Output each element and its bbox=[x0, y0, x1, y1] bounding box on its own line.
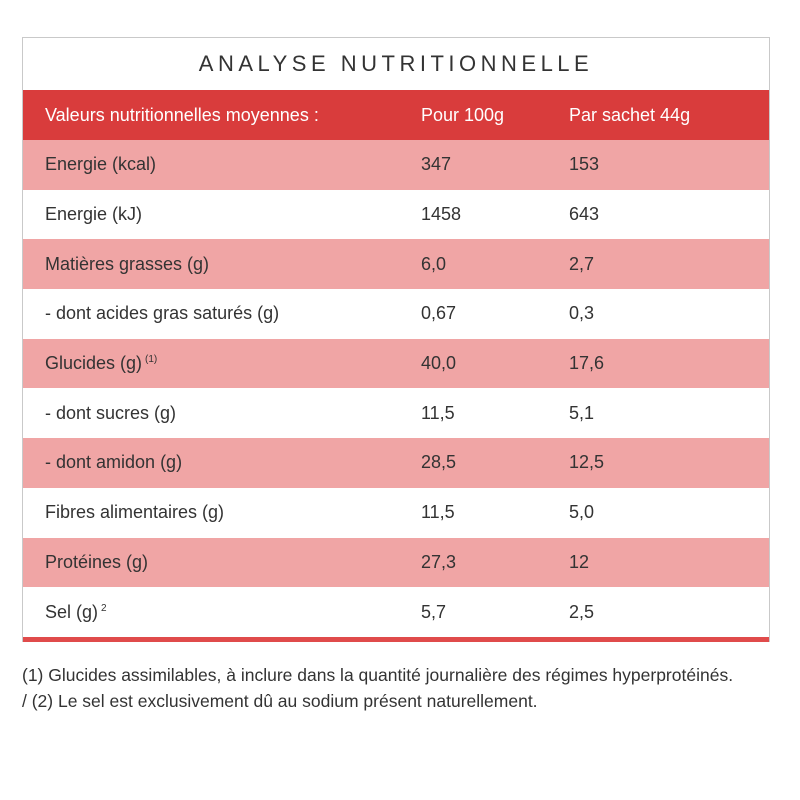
table-bottom-bar bbox=[23, 636, 769, 642]
value-per-sachet: 17,6 bbox=[569, 353, 605, 374]
table-row: Fibres alimentaires (g) 11,5 5,0 bbox=[23, 487, 769, 538]
value-per-sachet: 12 bbox=[569, 551, 590, 572]
nutrient-label-cell: Protéines (g) bbox=[23, 538, 421, 588]
table-row: Sel (g) 2 5,7 2,5 bbox=[23, 587, 769, 637]
value-per-100g: 11,5 bbox=[421, 502, 455, 523]
nutrient-label: - dont acides gras saturés (g) bbox=[45, 303, 280, 324]
value-per-100g: 6,0 bbox=[421, 253, 447, 274]
header-nutrient: Valeurs nutritionnelles moyennes : bbox=[45, 104, 319, 125]
value-per-sachet: 643 bbox=[569, 204, 600, 225]
nutrient-label: Matières grasses (g) bbox=[45, 253, 210, 274]
nutrient-label: Energie (kJ) bbox=[45, 204, 143, 225]
table-row: Energie (kJ) 1458 643 bbox=[23, 189, 769, 240]
header-per-100g: Pour 100g bbox=[421, 104, 505, 125]
value-per-sachet: 5,0 bbox=[569, 502, 595, 523]
nutrition-table: Valeurs nutritionnelles moyennes : Pour … bbox=[23, 90, 769, 637]
nutrient-label: Glucides (g) bbox=[45, 353, 143, 374]
table-row: - dont sucres (g) 11,5 5,1 bbox=[23, 388, 769, 439]
table-row: Protéines (g) 27,3 12 bbox=[23, 537, 769, 588]
value-per-100g: 347 bbox=[421, 154, 452, 175]
value-per-sachet: 5,1 bbox=[569, 402, 595, 423]
nutrient-label-cell: - dont acides gras saturés (g) bbox=[23, 289, 421, 339]
nutrient-label-cell: - dont sucres (g) bbox=[23, 388, 421, 438]
value-per-100g: 28,5 bbox=[421, 452, 457, 473]
nutrient-label-cell: Fibres alimentaires (g) bbox=[23, 488, 421, 538]
nutrient-label: - dont amidon (g) bbox=[45, 452, 183, 473]
nutrient-label: Protéines (g) bbox=[45, 551, 149, 572]
nutrient-label-cell: - dont amidon (g) bbox=[23, 438, 421, 488]
nutrition-panel: ANALYSE NUTRITIONNELLE Valeurs nutrition… bbox=[22, 37, 770, 642]
table-row: Glucides (g) (1) 40,0 17,6 bbox=[23, 338, 769, 389]
value-per-100g: 40,0 bbox=[421, 353, 457, 374]
table-row: - dont amidon (g) 28,5 12,5 bbox=[23, 438, 769, 488]
value-per-100g: 27,3 bbox=[421, 551, 457, 572]
nutrient-label-cell: Matières grasses (g) bbox=[23, 239, 421, 289]
table-row: Matières grasses (g) 6,0 2,7 bbox=[23, 239, 769, 290]
table-row: Energie (kcal) 347 153 bbox=[23, 140, 769, 190]
table-row: - dont acides gras saturés (g) 0,67 0,3 bbox=[23, 289, 769, 339]
table-header-row: Valeurs nutritionnelles moyennes : Pour … bbox=[23, 90, 769, 140]
nutrient-label-cell: Energie (kcal) bbox=[23, 140, 421, 190]
value-per-sachet: 12,5 bbox=[569, 452, 605, 473]
value-per-sachet: 0,3 bbox=[569, 303, 595, 324]
nutrient-label-cell: Energie (kJ) bbox=[23, 190, 421, 240]
value-per-sachet: 2,7 bbox=[569, 253, 595, 274]
panel-title: ANALYSE NUTRITIONNELLE bbox=[198, 51, 594, 76]
nutrient-label: Sel (g) bbox=[45, 601, 99, 622]
footnote: (1) Glucides assimilables, à inclure dan… bbox=[22, 665, 734, 711]
value-per-sachet: 153 bbox=[569, 154, 600, 175]
value-per-100g: 1458 bbox=[421, 204, 462, 225]
nutrient-label-cell: Glucides (g) (1) bbox=[23, 339, 421, 389]
footnote-reference: (1) bbox=[145, 354, 158, 366]
footnote-reference: 2 bbox=[101, 602, 107, 614]
value-per-sachet: 2,5 bbox=[569, 601, 595, 622]
value-per-100g: 11,5 bbox=[421, 402, 455, 423]
nutrient-label: Energie (kcal) bbox=[45, 154, 157, 175]
header-per-sachet: Par sachet 44g bbox=[569, 104, 691, 125]
nutrient-label: - dont sucres (g) bbox=[45, 402, 177, 423]
value-per-100g: 0,67 bbox=[421, 303, 457, 324]
nutrient-label: Fibres alimentaires (g) bbox=[45, 502, 225, 523]
nutrient-label-cell: Sel (g) 2 bbox=[23, 587, 421, 637]
value-per-100g: 5,7 bbox=[421, 601, 447, 622]
